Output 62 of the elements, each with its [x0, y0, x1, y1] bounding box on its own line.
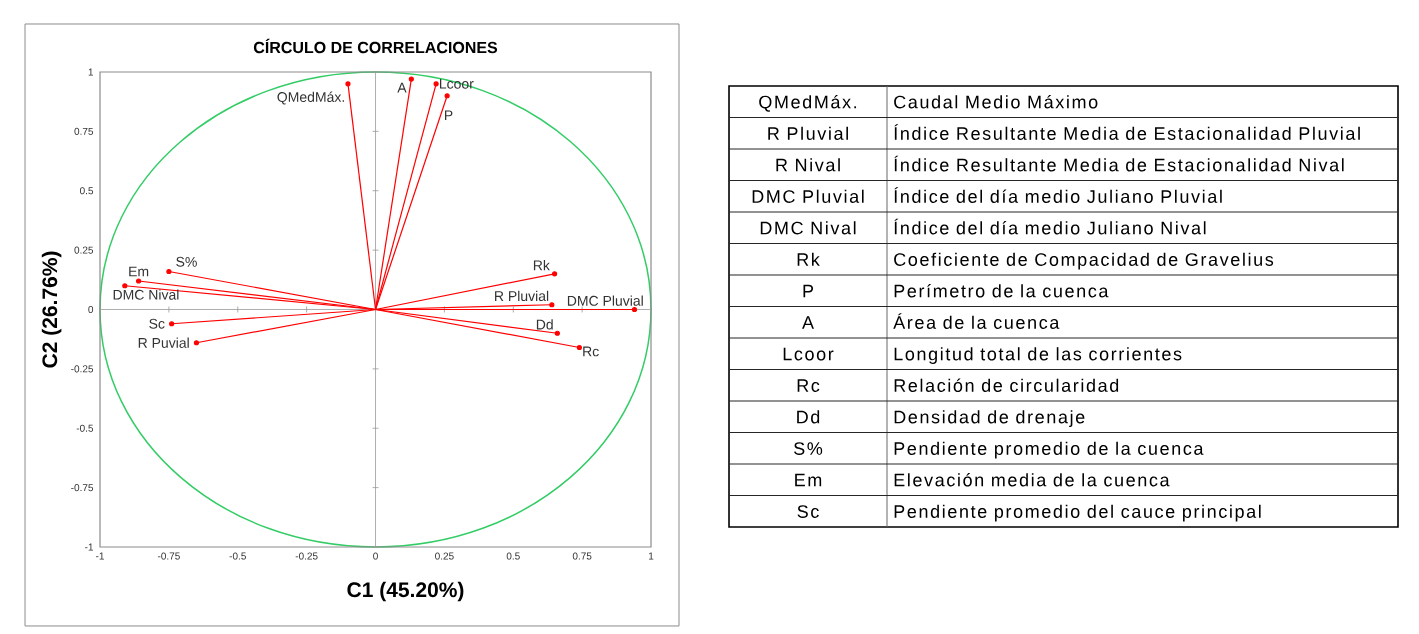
x-tick-label: -0.75 [157, 552, 180, 560]
y-tick-label: 0.75 [74, 127, 94, 135]
y-tick-label: -0.25 [71, 365, 94, 373]
category-label: Rc [797, 379, 820, 392]
series-label: Em [129, 266, 149, 277]
series-label: A [397, 82, 407, 93]
category-label: P [803, 284, 814, 298]
series-label: P [445, 110, 453, 121]
category-label: Lcoor [783, 347, 834, 361]
series-label: DMC Pluvial [567, 295, 643, 306]
series-label: R Pluvial [495, 290, 549, 302]
series-label: S% [176, 256, 197, 267]
x-tick-label: -1 [96, 552, 104, 560]
text: Pendiente promedio de la cuenca [894, 441, 1204, 459]
text: Relación de circularidad [894, 378, 1119, 392]
y-tick-label: 0 [88, 305, 94, 314]
series-label: Rc [583, 346, 599, 357]
text: Índice Resultante Media de Estacionalidad Nival [894, 155, 1344, 172]
x-axis-title: C1 (45.20%) [347, 581, 464, 602]
series-label: R Puvial [138, 337, 189, 348]
y-tick-label: -0.5 [76, 424, 94, 432]
category-label: A [802, 316, 814, 329]
text: Área de la cuenca [893, 313, 1060, 329]
chart-title: CÍRCULO DE CORRELACIONES [253, 38, 498, 54]
category-label: S% [794, 442, 823, 455]
category-label: Rk [797, 252, 820, 266]
series-label: DMC Nival [113, 289, 179, 300]
series-label: Sc [149, 318, 165, 329]
text: Densidad de drenaje [894, 410, 1085, 427]
y-tick-label: 0.25 [74, 246, 94, 254]
category-label: Dd [797, 410, 820, 424]
text: Índice del día medio Juliano Pluvial [894, 187, 1222, 203]
category-label: QMedMáx. [759, 94, 857, 112]
category-label: Sc [797, 505, 819, 518]
x-tick-label: 0 [373, 552, 378, 560]
text: Caudal Medio Máximo [894, 94, 1098, 109]
series-label: Rk [533, 260, 550, 271]
x-tick-label: -0.5 [229, 552, 246, 560]
series-label: QMedMáx. [277, 91, 344, 105]
category-label: Em [795, 473, 822, 487]
text: Índice del día medio Juliano Nival [894, 218, 1206, 235]
category-label: R Pluvial [768, 126, 848, 140]
x-tick-label: 1 [649, 552, 654, 560]
x-tick-label: 0.5 [506, 552, 520, 560]
text: Coeficiente de Compacidad de Gravelius [894, 252, 1274, 270]
category-label: DMC Nival [760, 221, 856, 235]
y-tick-label: -1 [85, 543, 94, 551]
series-label: Dd [536, 319, 553, 330]
category-label: R Nival [776, 158, 840, 172]
x-tick-label: 0.25 [435, 552, 454, 560]
text: Pendiente promedio del cauce principal [894, 504, 1261, 522]
y-axis-title: C2 (26.76%) [41, 251, 62, 368]
y-tick-label: 1 [88, 68, 94, 76]
x-tick-label: 0.75 [572, 552, 592, 560]
text: Elevación media de la cuenca [894, 472, 1170, 487]
text: Perímetro de la cuenca [894, 283, 1109, 298]
text: Índice Resultante Media de Estacionalidad Pluvial [894, 124, 1360, 140]
y-tick-label: 0.5 [79, 187, 94, 195]
x-tick-label: -0.25 [295, 552, 318, 560]
y-tick-label: -0.75 [71, 484, 94, 492]
text: Longitud total de las corrientes [894, 347, 1182, 364]
category-label: DMC Pluvial [752, 189, 864, 203]
